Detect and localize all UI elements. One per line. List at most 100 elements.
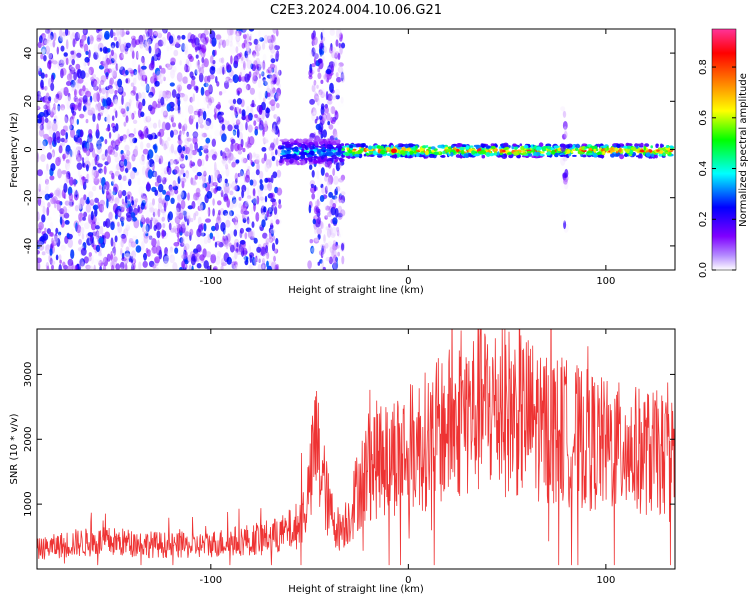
heatmap-cell <box>224 119 228 126</box>
heatmap-cell <box>180 190 187 200</box>
heatmap-cell <box>221 39 227 48</box>
colorbar-tick-label: 0.2 <box>698 211 709 227</box>
heatmap-cell <box>40 102 46 111</box>
heatmap-cell <box>102 46 108 54</box>
heatmap-cell <box>455 154 461 158</box>
heatmap-cell <box>229 190 234 196</box>
heatmap-cell <box>570 151 574 154</box>
heatmap-cell <box>204 75 209 84</box>
heatmap-cell <box>118 189 123 199</box>
heatmap-cell <box>194 174 198 180</box>
heatmap-cell <box>252 256 256 266</box>
heatmap-cell <box>228 156 232 164</box>
heatmap-cell <box>108 211 113 221</box>
heatmap-cell <box>204 120 210 131</box>
heatmap-cell <box>254 128 258 136</box>
heatmap-cell <box>37 139 42 149</box>
heatmap-cell <box>150 238 157 247</box>
heatmap-cell <box>222 209 228 216</box>
heatmap-cell <box>257 38 261 48</box>
heatmap-cell <box>245 197 251 204</box>
heatmap-cell <box>84 179 89 184</box>
heatmap-cell <box>103 165 107 175</box>
heatmap-cell <box>250 33 255 43</box>
heatmap-cell <box>59 30 63 38</box>
heatmap-cell <box>164 247 169 256</box>
heatmap-cell <box>73 178 77 187</box>
heatmap-cell <box>241 56 244 61</box>
heatmap-cell <box>619 147 622 153</box>
heatmap-cell <box>124 144 130 152</box>
heatmap-cell <box>70 34 75 40</box>
heatmap-cell <box>320 31 323 41</box>
heatmap-cell <box>248 29 255 32</box>
heatmap-cell <box>147 122 154 129</box>
heatmap-cell <box>188 115 194 125</box>
heatmap-cell <box>311 112 315 121</box>
heatmap-cell <box>124 250 131 257</box>
heatmap-cell <box>53 103 56 111</box>
heatmap-cell <box>430 146 436 150</box>
heatmap-cell <box>153 134 158 139</box>
heatmap-cell <box>215 76 218 84</box>
heatmap-cell <box>89 162 93 171</box>
heatmap-cell <box>244 200 249 207</box>
heatmap-cell <box>189 143 194 152</box>
heatmap-cell <box>57 168 62 179</box>
heatmap-cell <box>103 105 109 115</box>
heatmap-cell <box>61 107 65 117</box>
heatmap-cell <box>145 165 150 172</box>
heatmap-cell <box>49 175 55 181</box>
heatmap-cell <box>145 232 149 237</box>
heatmap-cell <box>161 164 167 172</box>
heatmap-cell <box>330 198 333 205</box>
heatmap-cell <box>124 222 130 228</box>
heatmap-cell <box>338 228 343 238</box>
heatmap-cell <box>231 111 237 119</box>
heatmap-cell <box>335 94 340 100</box>
heatmap-cell <box>172 185 179 191</box>
heatmap-cell <box>69 176 74 186</box>
heatmap-cell <box>258 170 264 180</box>
heatmap-cell <box>185 154 188 161</box>
heatmap-cell <box>170 116 174 123</box>
x-tick-label: 100 <box>596 276 615 287</box>
colorbar-ticks: 0.00.20.40.60.8 <box>698 59 736 278</box>
heatmap-cell <box>161 139 164 147</box>
heatmap-cell <box>326 112 331 122</box>
heatmap-cell <box>119 240 124 247</box>
heatmap-cell <box>275 219 280 225</box>
heatmap-cell <box>562 121 568 130</box>
heatmap-cell <box>125 115 129 124</box>
heatmap-cell <box>176 93 181 100</box>
heatmap-cell <box>162 264 166 270</box>
heatmap-cell <box>96 139 102 150</box>
heatmap-cell <box>74 56 79 61</box>
heatmap-cell <box>494 152 497 156</box>
heatmap-cell <box>158 183 164 193</box>
heatmap-cell <box>75 82 80 89</box>
heatmap-cell <box>44 117 49 123</box>
heatmap-cell <box>328 124 334 130</box>
heatmap-cell <box>151 190 155 201</box>
heatmap-cell <box>42 95 49 100</box>
heatmap-cell <box>129 92 134 98</box>
heatmap-cell <box>210 253 217 264</box>
heatmap-cell <box>322 245 326 254</box>
heatmap-cell <box>313 237 320 244</box>
heatmap-cell <box>314 93 319 103</box>
heatmap-cell <box>205 118 212 126</box>
heatmap-cell <box>473 154 478 157</box>
heatmap-cell <box>74 88 77 97</box>
heatmap-cell <box>82 216 86 221</box>
heatmap-cell <box>176 213 183 218</box>
heatmap-cell <box>157 89 164 100</box>
heatmap-cell <box>391 148 397 153</box>
heatmap-cell <box>332 165 336 176</box>
heatmap-cell <box>139 155 146 166</box>
heatmap-cell <box>93 51 99 60</box>
heatmap-cell <box>252 71 258 78</box>
heatmap-cell <box>252 49 257 58</box>
